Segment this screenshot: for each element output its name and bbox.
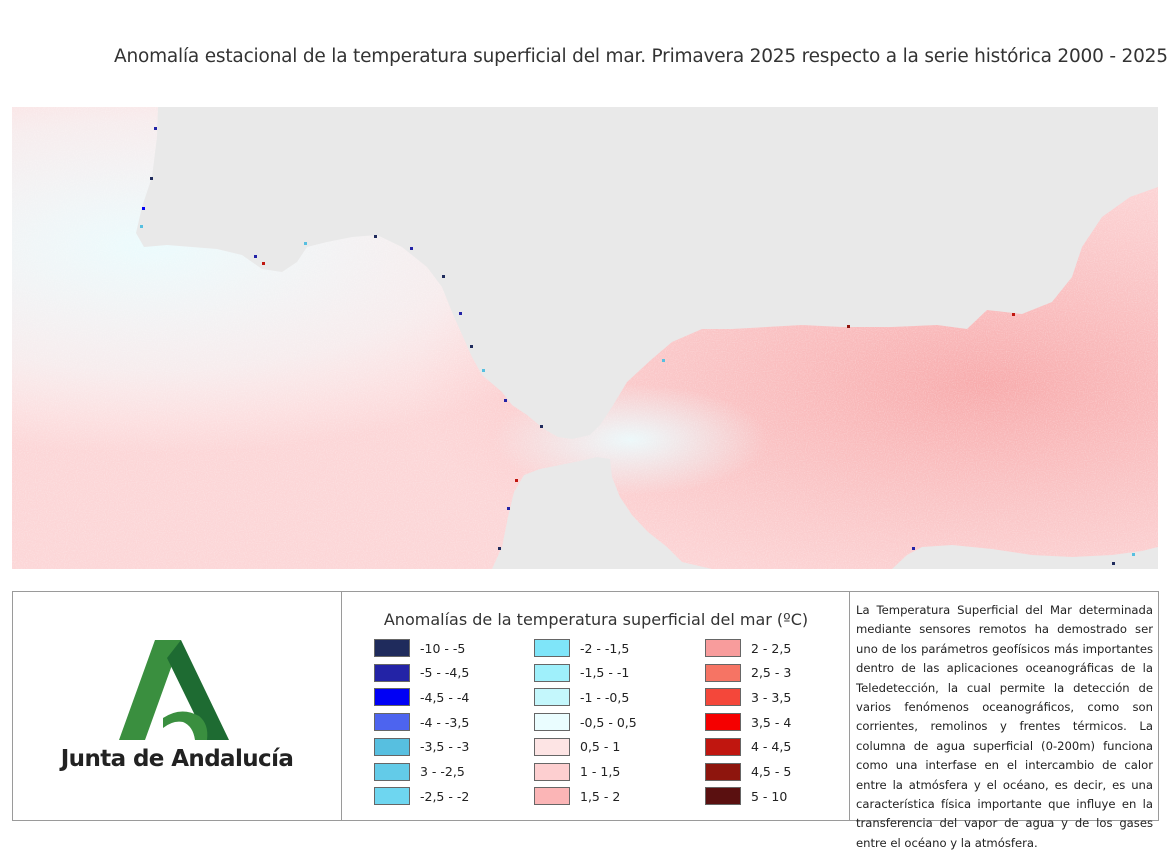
legend-swatch: [705, 787, 741, 806]
legend-swatch: [534, 737, 570, 756]
legend-label: 3,5 - 4: [751, 714, 792, 730]
legend-item: -0,5 - 0,5: [534, 712, 637, 732]
legend-item: -3,5 - -3: [374, 737, 469, 757]
legend-swatch: [705, 663, 741, 682]
legend-label: 1 - 1,5: [580, 764, 621, 779]
legend-item: -1 - -0,5: [534, 687, 629, 707]
legend-label: -0,5 - 0,5: [580, 714, 637, 730]
junta-de-andalucia-logo-icon: [119, 640, 229, 740]
legend-swatch: [374, 762, 410, 781]
legend-item: -4,5 - -4: [374, 687, 469, 707]
legend-label: -2,5 - -2: [420, 788, 470, 804]
legend-swatch: [705, 688, 741, 707]
legend-title: Anomalías de la temperatura superficial …: [383, 610, 809, 629]
legend-swatch: [374, 663, 410, 682]
legend-label: 4,5 - 5: [751, 764, 792, 779]
legend-item: -1,5 - -1: [534, 663, 629, 683]
sst-anomaly-map[interactable]: [12, 107, 1158, 569]
legend-swatch: [705, 737, 741, 756]
legend-item: 1 - 1,5: [534, 762, 620, 782]
legend-item: 2,5 - 3: [705, 663, 791, 683]
legend-item: 3 - 3,5: [705, 687, 791, 707]
legend-swatch: [534, 663, 570, 682]
legend-label: -4,5 - -4: [420, 689, 470, 705]
description-text: La Temperatura Superficial del Mar deter…: [856, 603, 1153, 850]
legend-swatch: [374, 787, 410, 806]
legend-swatch: [534, 688, 570, 707]
legend-item: 4 - 4,5: [705, 737, 791, 757]
legend-swatch: [374, 737, 410, 756]
legend-item: -2 - -1,5: [534, 638, 629, 658]
legend-swatch: [374, 639, 410, 657]
legend-panel: Junta de Andalucía Anomalías de la tempe…: [12, 591, 1159, 850]
legend-label: 3 - -2,5: [420, 764, 465, 779]
legend-label: -1 - -0,5: [580, 689, 630, 705]
legend-item: 0,5 - 1: [534, 737, 620, 757]
legend-label: -5 - -4,5: [420, 665, 470, 681]
legend-swatch: [374, 688, 410, 707]
legend-item: -4 - -3,5: [374, 712, 469, 732]
legend-swatch: [374, 713, 410, 732]
legend-item: -5 - -4,5: [374, 663, 469, 683]
legend-item: -2,5 - -2: [374, 786, 469, 806]
coastal-cold-pixels: [140, 127, 1135, 565]
legend-swatch: [705, 762, 741, 781]
legend-item: 5 - 10: [705, 786, 787, 806]
legend-label: 4 - 4,5: [751, 739, 792, 755]
legend-item: 1,5 - 2: [534, 786, 620, 806]
legend-label: 0,5 - 1: [580, 739, 621, 755]
legend-item: 3,5 - 4: [705, 712, 791, 732]
legend-label: 2 - 2,5: [751, 640, 792, 656]
land-north-africa: [492, 457, 712, 569]
legend-swatch: [705, 639, 741, 657]
legend-label: 3 - 3,5: [751, 689, 792, 705]
legend-item: -10 - -5: [374, 638, 465, 658]
legend-item: 3 - -2,5: [374, 762, 465, 782]
legend-label: 2,5 - 3: [751, 665, 792, 681]
map-title: Anomalía estacional de la temperatura su…: [114, 46, 1168, 67]
legend-label: 1,5 - 2: [580, 788, 621, 804]
legend-label: -10 - -5: [420, 640, 466, 656]
legend-label: -3,5 - -3: [420, 739, 470, 755]
legend-item: 2 - 2,5: [705, 638, 791, 658]
legend-label: -2 - -1,5: [580, 640, 630, 656]
legend-swatch: [534, 713, 570, 732]
legend-swatch: [534, 639, 570, 657]
panel-divider: [341, 592, 342, 820]
land-africa-east: [892, 545, 1158, 569]
legend-label: -1,5 - -1: [580, 665, 630, 681]
legend-label: -4 - -3,5: [420, 714, 470, 730]
land-iberia: [136, 107, 1158, 439]
legend-swatch: [534, 787, 570, 806]
legend-item: 4,5 - 5: [705, 762, 791, 782]
brand-name: Junta de Andalucía: [60, 746, 294, 772]
legend-swatch: [705, 713, 741, 732]
legend-swatch: [534, 762, 570, 781]
panel-divider: [849, 592, 850, 820]
legend-label: 5 - 10: [751, 788, 788, 804]
